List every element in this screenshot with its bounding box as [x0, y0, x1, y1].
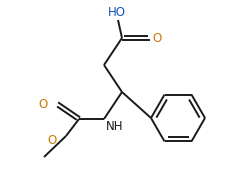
Text: O: O	[152, 32, 161, 44]
Text: HO: HO	[108, 6, 126, 19]
Text: O: O	[39, 98, 48, 111]
Text: NH: NH	[106, 119, 123, 132]
Text: O: O	[48, 133, 57, 146]
